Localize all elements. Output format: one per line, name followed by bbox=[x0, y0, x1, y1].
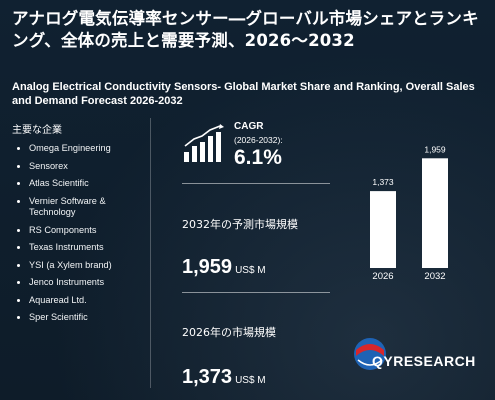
company-item: Omega Engineering bbox=[14, 143, 134, 155]
market-2026-label: 2026年の市場規模 bbox=[182, 326, 276, 339]
company-item: YSI (a Xylem brand) bbox=[14, 260, 134, 272]
company-item: RS Components bbox=[14, 225, 134, 237]
bar-category-label: 2032 bbox=[424, 271, 445, 280]
bar-2032 bbox=[422, 158, 448, 268]
divider-horizontal-2 bbox=[182, 292, 330, 293]
bar-value-label: 1,373 bbox=[372, 177, 394, 187]
company-item: Sensorex bbox=[14, 161, 134, 173]
market-2026-unit: US$ M bbox=[235, 375, 266, 386]
company-item: Jenco Instruments bbox=[14, 277, 134, 289]
market-2026-value: 1,373 US$ M bbox=[182, 366, 266, 389]
page-title-japanese: アナログ電気伝導率センサー―グローバル市場シェアとランキング、全体の売上と需要予… bbox=[12, 9, 479, 50]
companies-heading: 主要な企業 bbox=[12, 125, 62, 136]
company-item: Texas Instruments bbox=[14, 242, 134, 254]
market-2026-number: 1,373 bbox=[182, 366, 233, 388]
page-title-english: Analog Electrical Conductivity Sensors- … bbox=[12, 81, 475, 107]
company-item: Vernier Software & Technology bbox=[14, 196, 134, 219]
market-bar-chart: 1,373 2026 1,959 2032 bbox=[370, 144, 448, 280]
globe-logo-icon bbox=[354, 338, 386, 370]
cagr-label: CAGR bbox=[234, 121, 264, 132]
companies-list: Omega Engineering Sensorex Atlas Scientifi… bbox=[14, 143, 134, 330]
market-2032-unit: US$ M bbox=[235, 265, 266, 276]
bar-value-label: 1,959 bbox=[424, 144, 446, 154]
bar-2026 bbox=[370, 191, 396, 268]
market-2032-value: 1,959 US$ M bbox=[182, 256, 266, 279]
market-2032-number: 1,959 bbox=[182, 256, 233, 278]
brand-logo-text: QYRESEARCH bbox=[372, 353, 476, 369]
company-item: Sper Scientific bbox=[14, 312, 134, 324]
cagr-value: 6.1% bbox=[234, 146, 282, 169]
bar-category-label: 2026 bbox=[372, 271, 393, 280]
company-item: Aquaread Ltd. bbox=[14, 295, 134, 307]
cagr-period: (2026-2032): bbox=[234, 135, 283, 145]
divider-horizontal-1 bbox=[182, 183, 330, 184]
company-item: Atlas Scientific bbox=[14, 178, 134, 190]
market-2032-label: 2032年の予測市場規模 bbox=[182, 218, 298, 231]
divider-vertical bbox=[150, 118, 151, 388]
bar-chart-growth-icon bbox=[184, 124, 224, 162]
